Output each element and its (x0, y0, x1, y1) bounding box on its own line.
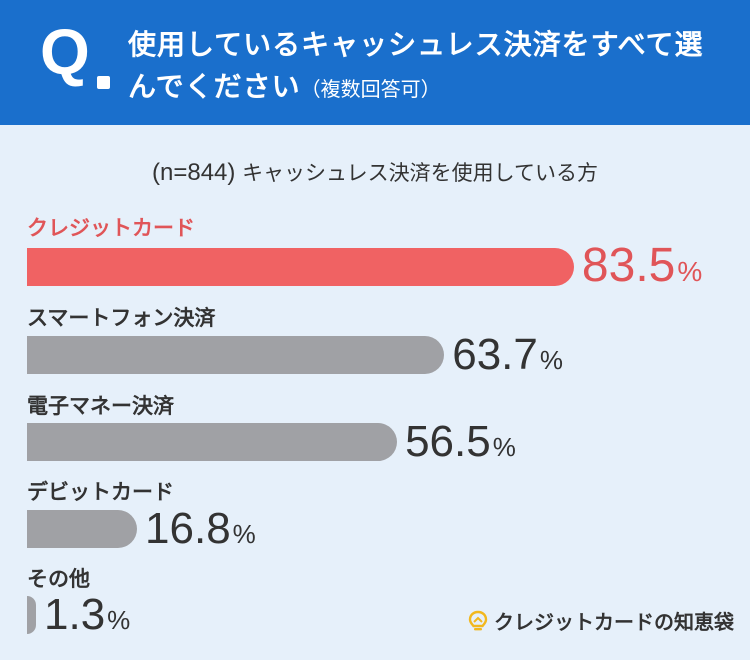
category-label: デビットカード (27, 480, 174, 504)
bar (27, 423, 398, 461)
percent-unit: % (232, 519, 256, 549)
value-label: 56.5% (405, 420, 516, 464)
percent-unit: % (492, 432, 516, 462)
question-header: Q 使用しているキャッシュレス決済をすべて選んでください（複数回答可） (0, 0, 750, 125)
lightbulb-icon (468, 610, 488, 630)
question-title: 使用しているキャッシュレス決済をすべて選んでください（複数回答可） (128, 24, 728, 110)
bar (27, 596, 36, 634)
q-mark: Q (40, 16, 90, 88)
value-label: 63.7% (452, 333, 563, 377)
bar (27, 510, 138, 548)
value-label: 1.3% (44, 593, 130, 637)
category-label: 電子マネー決済 (27, 394, 174, 418)
value-number: 1.3 (44, 590, 106, 639)
percent-unit: % (539, 345, 563, 375)
sample-size: (n=844) (151, 159, 236, 186)
bar (27, 336, 445, 374)
category-label: スマートフォン決済 (27, 306, 216, 330)
sample-description: キャッシュレス決済を使用している方 (242, 161, 599, 185)
brand-name: クレジットカードの知恵袋 (494, 610, 734, 634)
category-label: クレジットカード (27, 216, 195, 240)
percent-unit: % (107, 605, 131, 635)
value-label: 16.8% (145, 507, 256, 551)
value-number: 83.5 (581, 239, 676, 292)
value-number: 16.8 (145, 504, 231, 553)
brand-logo: クレジットカードの知恵袋 (468, 606, 734, 635)
chart-subtitle: (n=844) キャッシュレス決済を使用している方 (0, 157, 750, 187)
value-number: 63.7 (452, 330, 538, 379)
percent-unit: % (677, 256, 703, 287)
question-note: （複数回答可） (300, 77, 441, 101)
value-label: 83.5% (582, 242, 702, 290)
category-label: その他 (27, 567, 90, 591)
question-text: 使用しているキャッシュレス決済をすべて選んでください (128, 28, 704, 103)
value-number: 56.5 (405, 417, 491, 466)
q-dot (97, 76, 110, 89)
bar (27, 248, 574, 286)
